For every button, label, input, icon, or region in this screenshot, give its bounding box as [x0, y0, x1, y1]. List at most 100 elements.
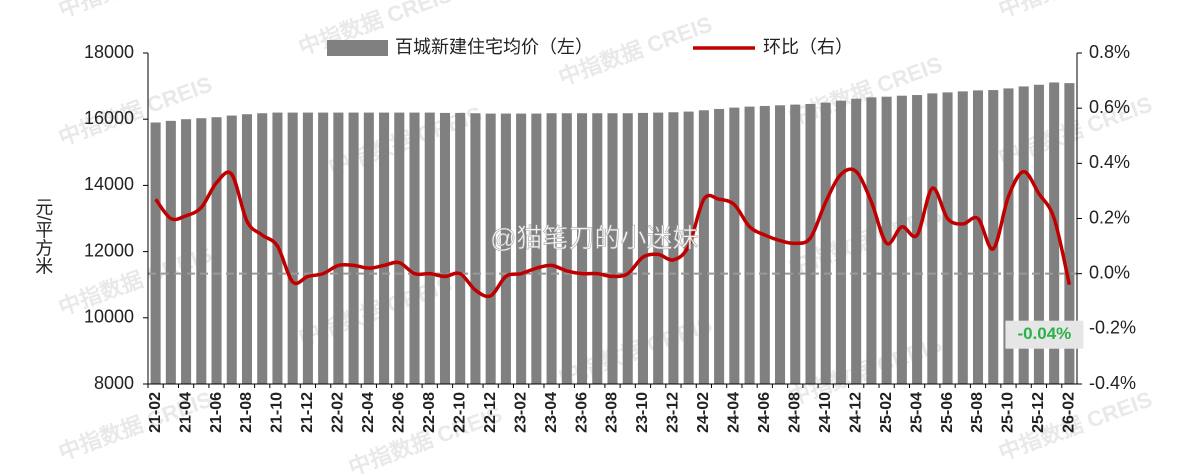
x-tick-label: 21-06 — [208, 392, 225, 433]
x-tick-label: 25-04 — [908, 392, 925, 433]
bar — [348, 112, 359, 384]
bar — [896, 95, 907, 384]
x-tick-label: 25-06 — [939, 392, 956, 433]
bar — [150, 122, 161, 384]
bar — [287, 112, 298, 384]
legend-label: 环比（右） — [763, 37, 853, 57]
bar — [516, 113, 527, 384]
y-tick-label: 10000 — [84, 307, 134, 327]
bar — [226, 115, 237, 385]
bar — [698, 110, 709, 384]
x-tick-label: 24-02 — [695, 392, 712, 433]
x-tick-label: 25-12 — [1030, 392, 1047, 433]
bar — [546, 113, 557, 384]
legend-swatch — [327, 40, 388, 56]
x-tick-label: 22-06 — [391, 392, 408, 433]
legend-label: 百城新建住宅均价（左） — [395, 37, 593, 57]
y2-tick-label: 0.6% — [1089, 97, 1130, 117]
bar — [622, 113, 633, 384]
bar — [409, 112, 420, 384]
line-series — [154, 167, 1072, 299]
bar — [211, 117, 222, 385]
bar — [835, 100, 846, 384]
x-tick-label: 24-08 — [786, 392, 803, 433]
bar — [394, 112, 405, 384]
x-tick-label: 25-08 — [969, 392, 986, 433]
bar — [744, 106, 755, 384]
bar — [759, 105, 770, 385]
x-tick-label: 23-04 — [543, 392, 560, 433]
x-tick-label: 21-10 — [269, 392, 286, 433]
bar — [668, 112, 679, 385]
bar — [729, 107, 740, 385]
x-tick-label: 22-02 — [330, 392, 347, 433]
bar — [592, 113, 603, 384]
x-tick-label: 21-04 — [177, 392, 194, 433]
bar — [470, 113, 481, 384]
data-label-box — [1005, 320, 1084, 349]
bar — [1033, 84, 1044, 384]
y2-tick-label: 0.8% — [1089, 42, 1130, 62]
y2-tick-label: 0.4% — [1089, 152, 1130, 172]
y-tick-label: 18000 — [84, 42, 134, 62]
data-label: -0.04% — [1017, 324, 1071, 343]
bar — [1003, 88, 1014, 385]
bar — [439, 112, 451, 384]
y2-tick-label: 0.2% — [1089, 207, 1130, 227]
y-tick-label: 8000 — [94, 373, 134, 393]
x-tick-label: 23-12 — [665, 392, 682, 433]
bar — [972, 90, 984, 384]
bar — [181, 119, 192, 384]
y-tick-label: 16000 — [84, 108, 134, 128]
x-tick-label: 24-10 — [817, 392, 834, 433]
bar — [1064, 83, 1075, 384]
bar — [455, 112, 466, 384]
x-tick-label: 21-12 — [299, 392, 316, 433]
bar — [912, 95, 923, 385]
x-tick-label: 25-02 — [878, 392, 895, 433]
y2-tick-label: 0.0% — [1089, 262, 1130, 282]
bar — [866, 97, 877, 384]
watermark: 中指数据 CREIS — [55, 71, 215, 150]
bar — [424, 112, 435, 384]
x-tick-label: 24-06 — [756, 392, 773, 433]
bar — [851, 98, 862, 384]
bar — [333, 112, 344, 384]
bar — [257, 113, 268, 384]
bar — [485, 113, 496, 384]
bar — [318, 112, 329, 384]
bar — [607, 113, 618, 384]
bar — [653, 112, 664, 384]
bar — [363, 112, 374, 384]
bar — [1018, 86, 1029, 384]
bar — [637, 112, 648, 384]
x-tick-label: 23-10 — [634, 392, 651, 433]
x-tick-label: 25-10 — [1000, 392, 1017, 433]
bar — [196, 118, 207, 384]
bar — [774, 105, 786, 384]
bar — [1049, 82, 1060, 385]
y-tick-label: 14000 — [84, 174, 134, 194]
x-tick-label: 22-08 — [421, 392, 438, 433]
bar — [577, 113, 588, 384]
bar — [820, 102, 831, 385]
bar — [241, 114, 253, 385]
bar — [500, 113, 511, 384]
watermark: 中指数据 CREIS — [995, 0, 1155, 22]
bar — [379, 112, 390, 384]
x-tick-label: 24-04 — [726, 392, 743, 433]
x-tick-label: 23-02 — [512, 392, 529, 433]
x-tick-label: 22-04 — [360, 392, 377, 433]
x-tick-label: 24-12 — [847, 392, 864, 433]
bar — [165, 120, 176, 384]
x-tick-label: 22-10 — [451, 392, 468, 433]
x-tick-label: 23-08 — [604, 392, 621, 433]
bar — [957, 91, 968, 385]
x-tick-label: 21-02 — [147, 392, 164, 433]
bar — [988, 90, 999, 385]
x-tick-label: 21-08 — [238, 392, 255, 433]
x-tick-label: 26-02 — [1061, 392, 1078, 433]
bar — [302, 112, 313, 384]
bar — [881, 96, 892, 384]
